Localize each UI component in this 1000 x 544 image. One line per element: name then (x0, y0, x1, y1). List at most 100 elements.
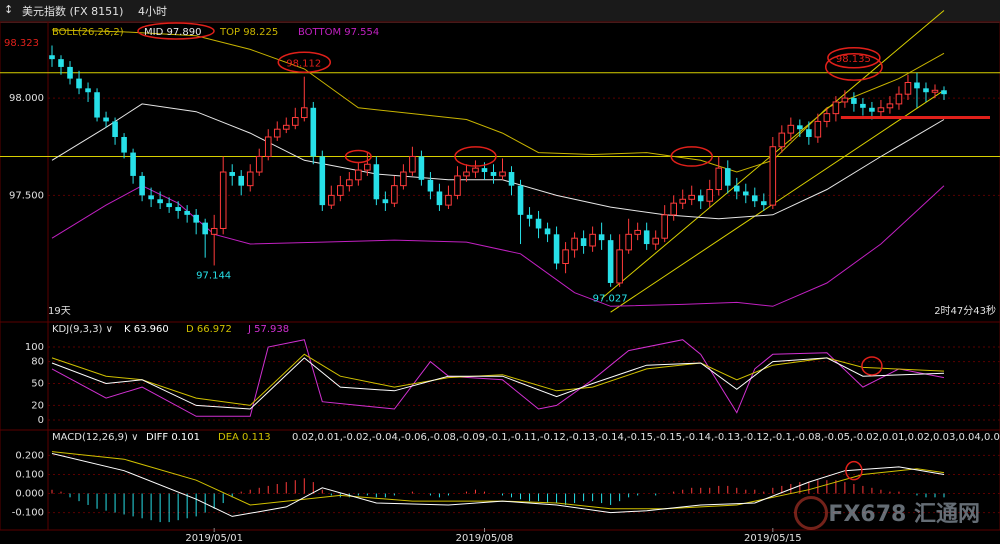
boll-top-legend: TOP 98.225 (219, 27, 278, 38)
candle-body-down (427, 179, 434, 192)
instrument-title: 美元指数 (FX 8151) (22, 5, 124, 18)
annotation-label: 98.135 (836, 54, 871, 65)
candle-body-up (328, 194, 335, 206)
candle-body-down (751, 195, 758, 202)
candle-body-up (463, 171, 470, 177)
candle-body-down (580, 238, 587, 246)
candle-body-down (724, 168, 731, 186)
macd-diff-legend: DIFF 0.101 (146, 432, 200, 443)
candle-body-down (851, 98, 857, 104)
highlight-circle (454, 146, 497, 167)
candle-body-up (409, 155, 416, 173)
countdown-label: 2时47分43秒 (934, 304, 996, 317)
candle-body-up (454, 175, 461, 196)
arrows-icon[interactable]: ↕ (4, 3, 14, 16)
candle-body-up (616, 249, 623, 284)
highlight-circle (670, 146, 713, 167)
highlight-circle (824, 52, 883, 81)
candle-body-up (706, 189, 714, 202)
candle-body-down (319, 156, 326, 206)
candle-body-up (679, 198, 687, 204)
candle-body-down (697, 195, 704, 202)
candle-body-down (202, 222, 208, 235)
candle-body-up (832, 101, 840, 115)
macd-tick-label: 0.000 (15, 489, 44, 500)
kdj-k-line (51, 357, 945, 410)
macd-tick-label: 0.100 (15, 469, 44, 480)
candle-body-down (157, 199, 163, 204)
watermark: FX678 汇通网 (828, 502, 980, 527)
candle-body-up (499, 171, 506, 177)
candle-body-down (544, 228, 551, 235)
candle-body-up (634, 229, 641, 235)
kdj-tick-label: 50 (31, 378, 44, 389)
candle-body-down (373, 164, 380, 200)
annotation-circle (827, 47, 881, 69)
candle-body-up (391, 185, 398, 204)
candle-body-down (436, 191, 443, 206)
candle-body-down (112, 121, 118, 137)
kdj-highlight-circle (861, 356, 883, 376)
candle-body-down (130, 152, 136, 176)
candle-body-down (923, 88, 929, 93)
y-tick-label: 98.000 (9, 93, 44, 104)
candle-body-down (742, 191, 749, 196)
macd-diff-line (51, 453, 945, 517)
candle-body-down (860, 103, 866, 108)
candle-body-down (67, 66, 73, 79)
candle-body-up (472, 167, 479, 173)
candle-body-down (193, 214, 199, 223)
candle-body-down (643, 230, 650, 245)
kdj-k-legend: K 63.960 (124, 324, 169, 335)
candle-body-down (607, 240, 614, 283)
macd-hist-legend: 0.02,0.01,-0.02,-0.04,-0.06,-0.08,-0.09,… (292, 432, 1000, 443)
kdj-j-line (51, 339, 945, 417)
candle-body-up (931, 89, 939, 93)
boll-bottom-legend: BOTTOM 97.554 (298, 27, 379, 38)
candle-body-up (255, 155, 263, 173)
kdj-j-legend: J 57.938 (247, 324, 289, 335)
period-selector[interactable]: 4小时 (138, 5, 167, 18)
candle-body-up (210, 227, 218, 235)
boll-bottom-line (51, 185, 945, 307)
macd-dea-legend: DEA 0.113 (218, 432, 271, 443)
candle-body-up (337, 185, 344, 196)
kdj-d-legend: D 66.972 (186, 324, 232, 335)
macd-highlight-circle (845, 460, 863, 481)
boll-top-line (51, 29, 945, 173)
candle-body-up (787, 124, 795, 134)
candle-body-up (814, 120, 822, 138)
macd-tick-label: -0.100 (12, 508, 44, 519)
candle-body-down (49, 55, 55, 60)
macd-tick-label: 0.200 (15, 450, 44, 461)
candle-body-down (914, 82, 920, 89)
candle-body-up (688, 194, 696, 200)
highlight-circle (344, 149, 372, 164)
candle-body-down (94, 92, 100, 118)
candle-body-down (238, 175, 245, 186)
candle-body-up (346, 179, 353, 187)
macd-legend: MACD(12,26,9) ∨ (52, 432, 138, 443)
candle-body-down (526, 214, 533, 219)
x-tick-label: 2019/05/08 (456, 533, 514, 544)
candle-body-down (175, 207, 181, 211)
candle-body-down (148, 195, 154, 200)
candle-body-down (598, 234, 605, 241)
candle-body-up (661, 214, 668, 239)
candle-body-up (273, 128, 281, 138)
candle-body-down (733, 185, 740, 192)
candle-body-down (490, 172, 497, 176)
candle-body-up (219, 171, 227, 229)
mid-highlight-circle (137, 22, 215, 40)
candle-body-down (58, 59, 64, 67)
candle-body-up (571, 237, 578, 251)
candle-body-up (445, 194, 452, 206)
candle-body-up (562, 249, 569, 265)
y-tick-label: 97.500 (9, 190, 44, 201)
macd-pane-frame (0, 429, 1000, 531)
candle-body-up (282, 124, 290, 130)
candle-body-up (300, 107, 308, 119)
annotation-label: 97.027 (593, 293, 628, 304)
